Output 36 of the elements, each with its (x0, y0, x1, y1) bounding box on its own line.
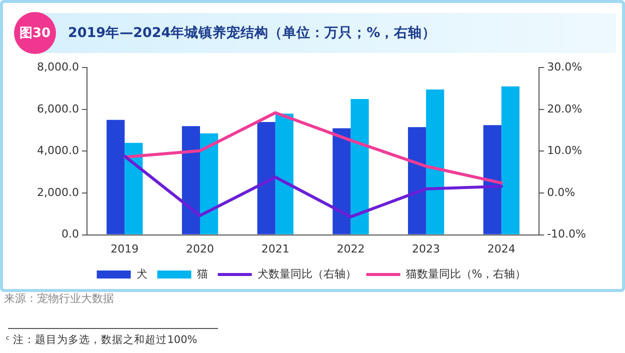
legend-label: 猫 (196, 267, 208, 280)
x-tick-label: 2019 (110, 242, 139, 256)
legend-label: 犬数量同比（右轴） (257, 267, 356, 280)
legend-label: 犬 (136, 267, 148, 280)
caption: 图30 (14, 12, 56, 54)
bar (426, 90, 444, 234)
source-note: 来源：宠物行业大数据 (4, 291, 114, 306)
bar (275, 114, 294, 234)
bar (483, 125, 502, 234)
bar (200, 133, 218, 234)
y2-tick-label: 20.0% (547, 102, 582, 116)
y2-tick-label: 30.0% (547, 60, 582, 74)
bar (124, 142, 143, 234)
bar (408, 127, 426, 234)
y-tick-label: 4,000.0 (36, 144, 79, 158)
bar (501, 86, 520, 234)
chart-title: 2019年—2024年城镇养宠结构（单位：万只；%，右轴） (68, 24, 436, 42)
legend-label: 猫数量同比（%，右轴） (406, 267, 526, 280)
y-tick-label: 6,000.0 (36, 102, 79, 116)
bar (257, 122, 276, 234)
x-tick-label: 2020 (186, 242, 214, 256)
bar (332, 128, 351, 234)
bar (106, 120, 125, 234)
x-tick-label: 2024 (487, 242, 516, 256)
y2-tick-label: -10.0% (547, 228, 586, 241)
y2-tick-label: 10.0% (547, 144, 582, 158)
x-tick-label: 2023 (412, 242, 440, 256)
y-tick-label: 8,000.0 (36, 60, 79, 74)
x-tick-label: 2021 (261, 242, 290, 256)
y-tick-label: 2,000.0 (36, 186, 79, 199)
text: ᶜ 注：题目为多选，数据之和超过100% (6, 333, 198, 347)
bar (350, 98, 369, 234)
y2-tick-label: 0.0% (547, 186, 576, 199)
y-tick-label: 0.0 (61, 228, 79, 241)
x-tick-label: 2022 (336, 242, 365, 256)
bar (182, 126, 200, 234)
